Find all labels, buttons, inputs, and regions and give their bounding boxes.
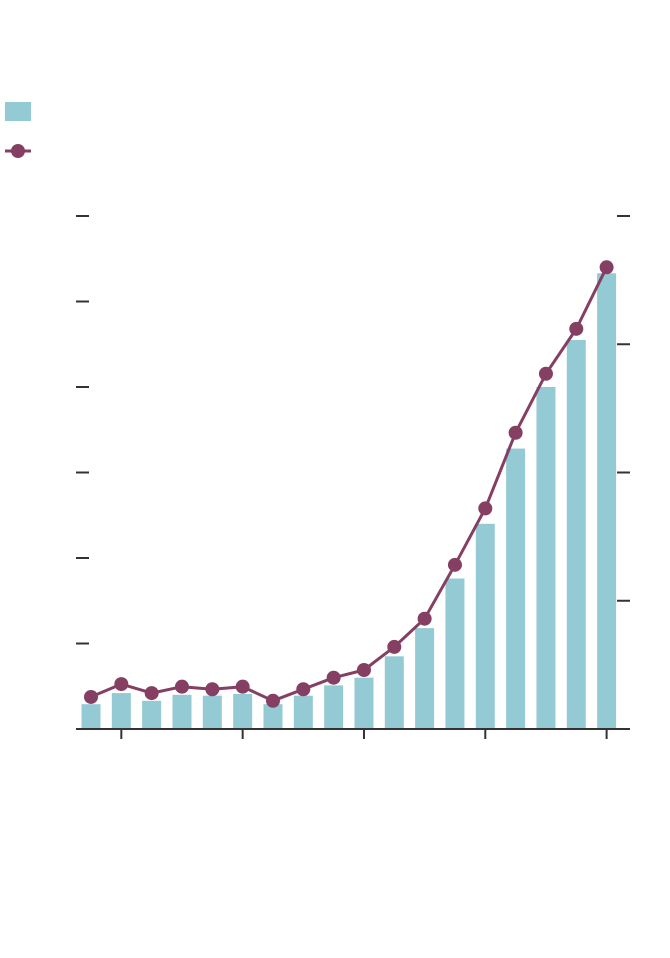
- legend-line-marker: [11, 144, 25, 158]
- line-point: [569, 321, 584, 336]
- line-point: [84, 689, 98, 704]
- bar: [202, 695, 222, 729]
- line-point: [356, 663, 371, 678]
- line-point: [114, 677, 129, 692]
- bar: [597, 273, 617, 729]
- legend: [5, 102, 31, 158]
- line-point: [387, 639, 402, 654]
- bar: [324, 685, 344, 729]
- bar: [475, 523, 495, 729]
- line-point: [599, 260, 614, 275]
- line-point: [508, 425, 523, 440]
- bar: [172, 694, 192, 729]
- line-point: [235, 679, 250, 694]
- line-point: [265, 693, 280, 708]
- x-axis: [76, 728, 630, 739]
- bar: [445, 578, 465, 729]
- line-point: [296, 682, 311, 697]
- line-point: [447, 557, 462, 572]
- bar: [142, 700, 162, 729]
- bar: [384, 656, 404, 729]
- bar: [415, 628, 435, 729]
- bar: [263, 704, 283, 729]
- bar: [293, 695, 313, 729]
- bar: [506, 448, 526, 729]
- line-point: [538, 366, 553, 381]
- series-line: [90, 266, 608, 703]
- bar: [566, 339, 586, 729]
- right-axis: [617, 215, 630, 602]
- line-point: [417, 611, 432, 626]
- bar: [536, 387, 556, 729]
- bar: [111, 693, 131, 729]
- bar: [354, 677, 374, 729]
- bar: [233, 693, 253, 729]
- line-point: [326, 670, 341, 685]
- line-point: [144, 686, 159, 701]
- legend-bar-swatch: [5, 102, 31, 121]
- left-axis: [76, 215, 89, 645]
- line-point: [478, 501, 493, 516]
- line-series: [84, 260, 614, 708]
- bar-series: [81, 273, 617, 729]
- bar: [81, 704, 101, 729]
- line-point: [205, 682, 220, 697]
- line-point: [174, 679, 189, 694]
